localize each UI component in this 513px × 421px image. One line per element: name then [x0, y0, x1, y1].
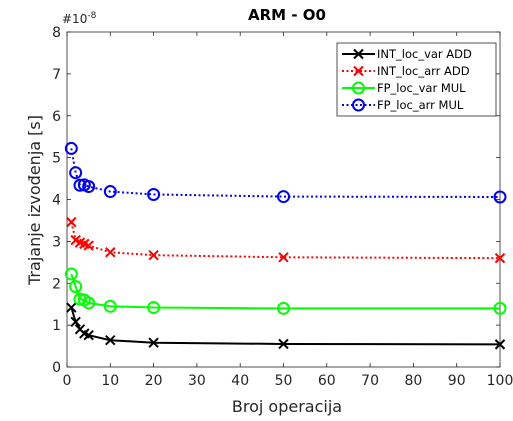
series-2-point: [83, 240, 94, 251]
y-tick-label: 3: [52, 234, 61, 250]
series-4: [64, 141, 507, 204]
series-1-point-stroke-b: [494, 339, 506, 350]
y-exponent-label: #10-8: [62, 11, 97, 26]
series-1-point: [70, 316, 81, 327]
series-4-point: [73, 178, 87, 192]
series-3-point: [103, 299, 117, 313]
y-tick-label: 2: [52, 276, 61, 292]
series-3-point: [493, 301, 507, 315]
y-tick-label: 6: [52, 109, 61, 125]
series-3: [64, 267, 507, 315]
series-4-point: [69, 166, 83, 180]
legend-marker-2: [353, 65, 364, 77]
y-tick-label: 0: [52, 360, 61, 376]
series-1-point: [105, 334, 116, 346]
y-tick-label: 7: [52, 67, 61, 83]
x-tick-label: 10: [101, 373, 119, 389]
x-axis-label: Broj operacija: [232, 397, 342, 416]
series-4-point: [103, 185, 117, 199]
x-tick-label: 0: [63, 373, 72, 389]
series-2-point-stroke-b: [278, 252, 289, 263]
series-4-point: [82, 180, 96, 194]
series-2-point-stroke-b: [105, 247, 116, 258]
series-3-point: [277, 301, 290, 315]
y-tick-label: 8: [52, 25, 61, 41]
series-2-point-stroke-b: [74, 237, 86, 248]
y-axis-label: Trajanje izvođenja [s]: [25, 115, 44, 286]
x-tick-label: 90: [448, 373, 466, 389]
chart-title: ARM - O0: [248, 6, 326, 24]
series-2-point-stroke-b: [66, 216, 77, 228]
series-4-point: [277, 190, 290, 204]
series-2-point-stroke-b: [83, 240, 94, 251]
legend-label-4: FP_loc_arr MUL: [377, 98, 464, 112]
x-tick-label: 20: [145, 373, 163, 389]
x-tick-label: 70: [361, 373, 379, 389]
series-4-point: [493, 190, 507, 204]
series-3-point: [69, 280, 83, 294]
series-1: [66, 302, 506, 350]
series-1-point: [66, 302, 77, 313]
series-3-point: [147, 301, 161, 315]
series-2-point: [66, 216, 77, 228]
series-1-point-stroke-b: [79, 328, 90, 339]
legend-label-3: FP_loc_var MUL: [377, 81, 466, 95]
legend-marker-4: [352, 98, 365, 112]
legend-label-1: INT_loc_var ADD: [377, 47, 472, 61]
x-tick-label: 40: [231, 373, 249, 389]
x-tick-label: 50: [275, 373, 293, 389]
x-tick-label: 30: [188, 373, 206, 389]
legend-marker-1-stroke-b: [353, 48, 364, 60]
series-2-point: [148, 249, 159, 261]
series-1-point: [278, 338, 289, 350]
series-2-point: [494, 252, 506, 264]
y-exponent-power: -8: [87, 11, 96, 21]
series-1-point-stroke-b: [70, 316, 81, 327]
series-2: [66, 216, 506, 264]
series-2-point: [278, 252, 289, 263]
legend-marker-3: [352, 81, 365, 95]
legend-marker-2-stroke-b: [353, 65, 364, 77]
series-3-point: [64, 267, 78, 281]
series-2-point-stroke-b: [79, 238, 90, 250]
series-1-point-stroke-b: [66, 302, 77, 313]
y-exponent-base: #10: [62, 12, 87, 26]
series-1-point-stroke-b: [83, 329, 94, 341]
legend: INT_loc_var ADD INT_loc_arr ADD FP_loc_var…: [336, 42, 497, 117]
series-1-point: [494, 339, 506, 350]
series-4-point: [64, 141, 78, 155]
series-1-point-stroke-b: [148, 337, 159, 348]
series-2-point-stroke-b: [148, 249, 159, 261]
series-2-point-stroke-b: [494, 252, 506, 264]
y-tick-label: 5: [52, 151, 61, 167]
y-tick-label: 1: [52, 318, 61, 334]
x-tick-label: 80: [404, 373, 422, 389]
series-1-point: [83, 329, 94, 341]
x-tick-label: 60: [318, 373, 336, 389]
series-4-point: [147, 187, 161, 201]
series-2-point-stroke-b: [70, 234, 81, 246]
series-1-point-stroke-b: [278, 338, 289, 350]
legend-marker-1: [353, 48, 364, 60]
series-3-point: [82, 296, 96, 310]
series-1-point: [148, 337, 159, 348]
series-2-point: [105, 247, 116, 258]
series-1-point-stroke-b: [105, 334, 116, 346]
y-tick-label: 4: [52, 193, 61, 209]
legend-label-2: INT_loc_arr ADD: [377, 64, 470, 78]
x-tick-label: 100: [487, 373, 513, 389]
